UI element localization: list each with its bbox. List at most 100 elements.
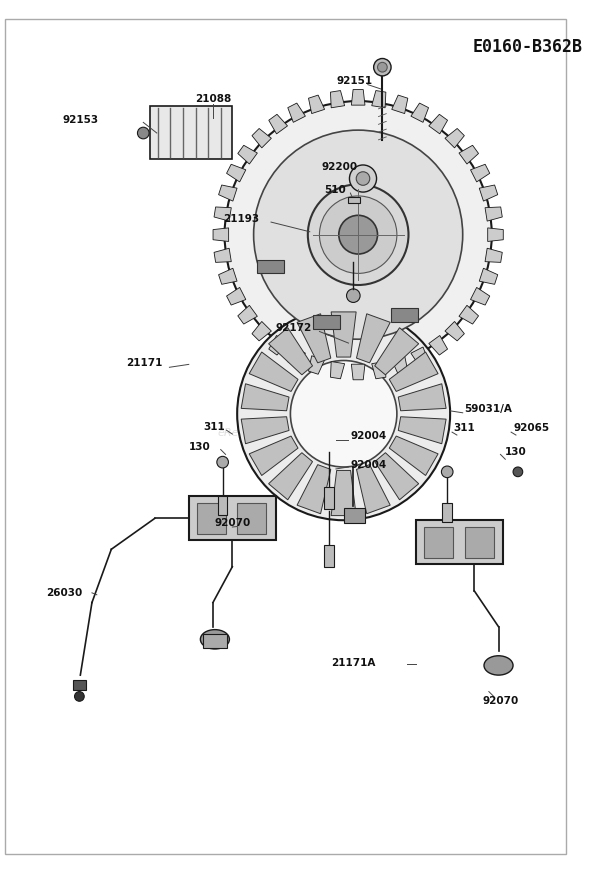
Circle shape [74, 691, 84, 701]
Bar [343, 507, 365, 523]
Circle shape [308, 184, 408, 285]
Polygon shape [227, 164, 246, 182]
Polygon shape [470, 164, 490, 182]
Polygon shape [411, 347, 428, 367]
Polygon shape [213, 228, 229, 242]
Polygon shape [309, 356, 324, 375]
Polygon shape [485, 207, 502, 221]
Polygon shape [288, 103, 306, 122]
Text: 92065: 92065 [513, 423, 549, 433]
Polygon shape [297, 464, 331, 513]
Polygon shape [241, 384, 289, 411]
Polygon shape [330, 361, 345, 379]
Polygon shape [249, 352, 298, 391]
Text: 59031/A: 59031/A [465, 404, 513, 414]
Circle shape [349, 165, 376, 192]
Text: 21088: 21088 [195, 94, 232, 104]
Text: 92070: 92070 [215, 519, 251, 528]
Circle shape [225, 101, 491, 368]
Text: E0160-B362B: E0160-B362B [473, 38, 582, 56]
Text: 21193: 21193 [222, 214, 259, 224]
Polygon shape [330, 91, 345, 107]
Polygon shape [218, 185, 237, 201]
Polygon shape [398, 384, 446, 411]
Polygon shape [238, 306, 257, 324]
Polygon shape [352, 90, 365, 105]
Text: eReplacementParts.com: eReplacementParts.com [217, 428, 354, 438]
Polygon shape [297, 313, 331, 363]
Circle shape [339, 216, 378, 254]
Bar [150, 106, 232, 159]
Polygon shape [252, 321, 271, 340]
Polygon shape [375, 327, 419, 375]
Text: 92200: 92200 [322, 162, 358, 172]
Text: 92004: 92004 [350, 431, 386, 441]
Circle shape [346, 289, 360, 302]
Polygon shape [269, 335, 287, 355]
Bar [73, 680, 86, 690]
Text: 130: 130 [189, 442, 211, 451]
Polygon shape [485, 248, 502, 263]
Bar [391, 308, 418, 322]
Bar [465, 527, 494, 558]
Bar [424, 527, 453, 558]
Text: 311: 311 [204, 423, 225, 432]
Circle shape [441, 466, 453, 478]
Bar [204, 635, 227, 648]
Polygon shape [268, 327, 313, 375]
Polygon shape [331, 312, 356, 357]
Bar [189, 496, 276, 540]
Polygon shape [372, 91, 386, 107]
Bar [324, 487, 334, 509]
Polygon shape [372, 361, 386, 379]
Polygon shape [214, 248, 231, 263]
Bar [237, 503, 266, 533]
Polygon shape [411, 103, 428, 122]
Text: 92004: 92004 [350, 460, 386, 470]
Polygon shape [398, 416, 446, 443]
Text: 21171: 21171 [126, 359, 162, 368]
Circle shape [290, 361, 397, 467]
Polygon shape [488, 228, 503, 242]
Polygon shape [389, 352, 438, 391]
Text: 92153: 92153 [63, 115, 99, 126]
Circle shape [319, 196, 397, 273]
Polygon shape [309, 95, 324, 113]
Polygon shape [459, 306, 478, 324]
Polygon shape [252, 128, 271, 148]
Text: 92070: 92070 [482, 697, 519, 706]
Circle shape [513, 467, 523, 477]
Bar [416, 520, 503, 564]
Polygon shape [238, 145, 257, 164]
Text: 92151: 92151 [337, 76, 373, 86]
Bar [313, 315, 340, 329]
Text: 130: 130 [505, 448, 527, 457]
Polygon shape [392, 95, 408, 113]
Polygon shape [227, 287, 246, 305]
Polygon shape [241, 416, 289, 443]
Polygon shape [392, 356, 408, 375]
Circle shape [217, 457, 228, 468]
Circle shape [378, 62, 387, 72]
Polygon shape [269, 114, 287, 134]
Bar [257, 259, 284, 273]
Bar [349, 197, 360, 203]
Circle shape [356, 172, 370, 185]
Polygon shape [429, 114, 448, 134]
Polygon shape [288, 347, 306, 367]
Polygon shape [479, 268, 498, 285]
Ellipse shape [201, 629, 230, 649]
Text: 26030: 26030 [47, 588, 83, 598]
Circle shape [137, 127, 149, 139]
Bar [442, 503, 452, 522]
Circle shape [373, 58, 391, 76]
Polygon shape [445, 128, 464, 148]
Polygon shape [218, 268, 237, 285]
Polygon shape [389, 436, 438, 476]
Ellipse shape [484, 656, 513, 675]
Text: 311: 311 [453, 423, 475, 433]
Polygon shape [249, 436, 298, 476]
Bar [324, 546, 334, 567]
Circle shape [237, 307, 450, 520]
Polygon shape [352, 364, 365, 380]
